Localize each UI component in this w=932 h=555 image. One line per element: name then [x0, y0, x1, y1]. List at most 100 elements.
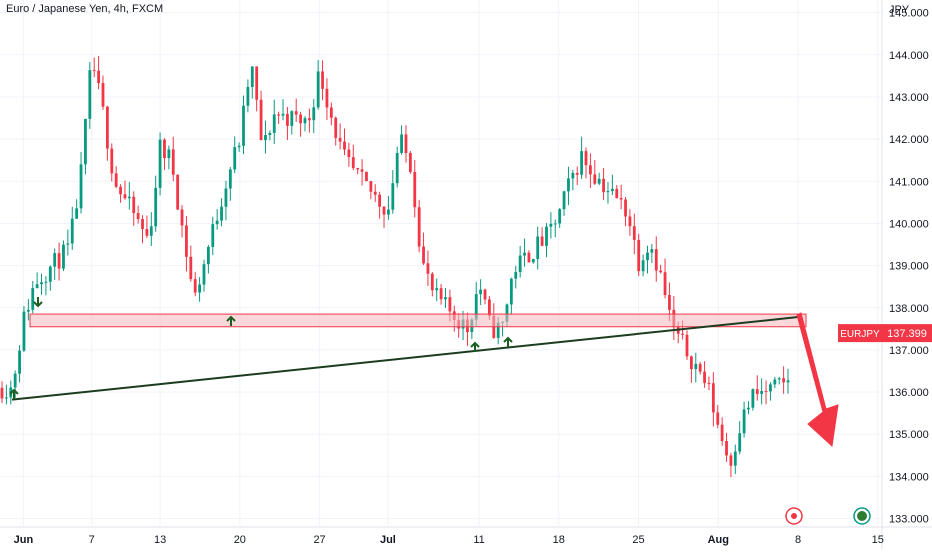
price-tick-label: 145.000 [889, 8, 929, 20]
candle-body [180, 209, 184, 226]
candle-body [360, 169, 364, 172]
candle-body [163, 139, 166, 159]
candle-body [228, 169, 232, 189]
candle-body [597, 178, 601, 184]
candle-body [347, 149, 351, 158]
time-tick-label: Jul [380, 534, 396, 546]
candle-body [479, 289, 483, 295]
candle-body [435, 288, 439, 291]
candle-body [527, 252, 531, 263]
candle-body [158, 139, 162, 188]
candle-body [668, 295, 671, 310]
candle-body [233, 147, 237, 170]
candle-body [171, 149, 175, 175]
candle-body [488, 299, 491, 316]
candle-body [176, 174, 180, 210]
candle-body [189, 256, 193, 280]
candle-body [334, 117, 338, 138]
time-tick-label: Jun [14, 534, 34, 546]
candle-body [681, 333, 685, 335]
candle-body [755, 389, 759, 394]
price-tick-label: 136.000 [889, 387, 929, 399]
candle-body [685, 334, 689, 357]
candle-body [193, 279, 197, 293]
candle-body [382, 206, 386, 215]
ascending-trendline[interactable] [11, 316, 799, 401]
price-tick-label: 139.000 [889, 261, 929, 273]
candle-body [733, 451, 737, 466]
candle-body [505, 304, 509, 322]
candle-body [769, 384, 772, 392]
candle-body [132, 196, 136, 214]
candle-body [35, 284, 39, 289]
resistance-zone[interactable] [29, 313, 807, 328]
candle-body [413, 172, 417, 208]
candle-body [689, 356, 693, 370]
candle-body [725, 441, 728, 456]
candle-body [127, 196, 131, 199]
candle-body [141, 218, 144, 229]
candle-body [404, 134, 408, 153]
candle-body [786, 380, 790, 383]
candle-body [545, 226, 548, 246]
candle-body [483, 289, 487, 300]
candle-body [395, 152, 399, 184]
candle-body [408, 152, 412, 173]
price-tick-label: 138.000 [889, 303, 929, 315]
candle-body [641, 260, 645, 272]
arrow-head [33, 301, 43, 308]
candle-body [255, 66, 259, 100]
candle-body [290, 111, 294, 126]
candle-body [694, 363, 698, 370]
candle-body [567, 178, 570, 192]
candle-body [584, 151, 588, 166]
candle-body [540, 236, 544, 246]
price-tick-label: 140.000 [889, 218, 929, 230]
candle-body [0, 387, 4, 399]
time-tick-label: 15 [872, 534, 884, 546]
time-tick-label: 20 [234, 534, 246, 546]
candle-body [777, 378, 781, 380]
candle-body [206, 246, 210, 265]
candle-body [637, 239, 641, 272]
candle-body [101, 83, 105, 107]
economic-event-icon[interactable] [785, 507, 803, 525]
arrow-head [470, 341, 480, 348]
candle-body [325, 88, 329, 108]
candle-body [610, 188, 614, 192]
candle-body [286, 113, 289, 126]
candle-body [422, 246, 425, 264]
candle-body [88, 70, 92, 119]
candle-body [123, 194, 127, 199]
arrow-head [503, 336, 513, 343]
candle-body [391, 183, 395, 210]
earnings-icon-dot [857, 511, 867, 521]
candle-body [593, 174, 597, 184]
candle-body [220, 206, 223, 221]
candle-body [430, 273, 434, 291]
symbol-title[interactable]: Euro / Japanese Yen, 4h, FXCM [6, 3, 164, 15]
candle-body [400, 134, 403, 153]
candle-body [145, 228, 149, 236]
candle-body [729, 455, 733, 466]
candle-body [114, 173, 118, 187]
candle-body [84, 118, 87, 165]
candle-body [250, 66, 254, 87]
last-price-tag-bg[interactable] [882, 324, 932, 343]
time-tick-label: 27 [313, 534, 325, 546]
candle-body [624, 199, 627, 217]
candle-body [426, 263, 430, 274]
candle-body [716, 412, 720, 425]
forecast-down-arrow[interactable] [796, 312, 839, 448]
price-tick-label: 143.000 [889, 92, 929, 104]
dividend-earnings-icon[interactable] [853, 507, 871, 525]
candle-body [549, 223, 553, 227]
candle-body [606, 191, 610, 193]
candle-body [646, 252, 649, 261]
candle-body [378, 194, 382, 207]
price-tick-label: 137.000 [889, 345, 929, 357]
candle-body [26, 309, 30, 312]
candle-body [707, 382, 711, 384]
candle-body [237, 145, 241, 148]
